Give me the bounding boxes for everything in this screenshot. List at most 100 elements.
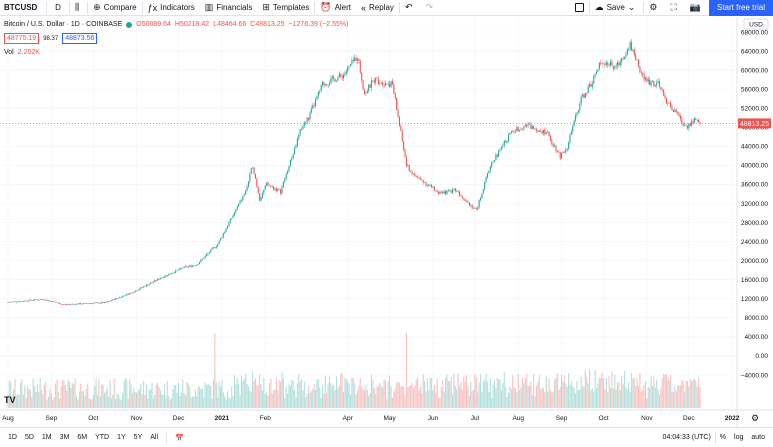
range-button-1d[interactable]: 1D [8, 434, 17, 441]
date-range-button[interactable]: 📅 [171, 434, 188, 442]
volume-bar [326, 392, 328, 408]
undo-button[interactable]: ↶ [400, 0, 421, 16]
volume-bar [545, 376, 547, 408]
volume-bar [440, 387, 442, 408]
candle [380, 81, 382, 85]
time-axis-settings-icon[interactable]: ⚙ [751, 413, 759, 423]
volume-bar [315, 389, 317, 408]
volume-bar [243, 378, 245, 408]
chart-legend: Bitcoin / U.S. Dollar · 1D · COINBASE O5… [4, 20, 348, 58]
save-button[interactable]: ☁ Save ⌄ [590, 0, 644, 16]
alert-label: Alert [334, 3, 352, 12]
candle [204, 255, 206, 259]
range-button-1m[interactable]: 1M [41, 434, 52, 441]
volume-bar [482, 381, 484, 408]
price-tick-label: 36000.00 [741, 182, 768, 189]
range-button-5y[interactable]: 5Y [133, 434, 143, 441]
candle [561, 152, 563, 160]
settings-button[interactable]: ⚙ [644, 0, 665, 16]
volume-bar [618, 382, 620, 408]
volume-bar [238, 383, 240, 408]
range-button-1y[interactable]: 1Y [117, 434, 126, 441]
candle [656, 79, 658, 89]
clock-display[interactable]: 04:04:33 (UTC) [662, 434, 711, 441]
currency-button[interactable]: USD [743, 18, 769, 30]
candle [521, 128, 524, 131]
volume-bar [152, 398, 154, 408]
symbol-title[interactable]: Bitcoin / U.S. Dollar · 1D · COINBASE [4, 21, 123, 28]
volume-bar [411, 382, 413, 408]
candle [288, 165, 290, 173]
candle [38, 299, 40, 301]
volume-bar [176, 392, 178, 408]
volume-bar [625, 387, 627, 408]
candle [341, 74, 343, 81]
replay-button[interactable]: «Replay [356, 0, 399, 16]
volume-bar [219, 386, 222, 408]
volume-bar [661, 378, 663, 408]
candle [134, 290, 136, 293]
compare-button[interactable]: ⊕ Compare [88, 0, 141, 16]
volume-bar [554, 380, 556, 408]
range-button-3m[interactable]: 3M [59, 434, 70, 441]
symbol-search[interactable]: BTCUSD [4, 3, 38, 12]
candle [432, 185, 434, 188]
sell-price-button[interactable]: 48775.19 [4, 33, 40, 44]
volume-bar [345, 378, 347, 408]
candle [354, 54, 356, 62]
volume-bar [292, 381, 294, 408]
volume-bar [660, 387, 662, 408]
time-axis[interactable]: Aug Sep Oct Nov Dec 2021 Feb Apr May Jun Jul Aug Sep… [2, 415, 740, 422]
log-toggle[interactable]: log [734, 434, 744, 441]
volume-bar [41, 389, 43, 408]
volume-bar [510, 389, 512, 408]
buy-price-button[interactable]: 48873.56 [62, 33, 98, 44]
indicators-button[interactable]: ƒx Indicators [143, 0, 200, 16]
volume-bar [407, 387, 409, 408]
range-button-6m[interactable]: 6M [77, 434, 88, 441]
volume-bar [34, 385, 36, 408]
candle [281, 185, 283, 196]
volume-bar [98, 378, 100, 408]
volume-bar [242, 380, 244, 408]
candle [465, 199, 468, 202]
volume-bar [377, 386, 380, 408]
range-button-ytd[interactable]: YTD [95, 434, 110, 441]
volume-bar [52, 399, 54, 408]
redo-button[interactable]: ↷ [420, 0, 441, 16]
volume-bar [438, 397, 440, 408]
fullscreen-button[interactable]: ⛶ [665, 0, 684, 16]
chart-type-button[interactable]: ⫼ [70, 0, 87, 16]
volume-bar [245, 373, 247, 408]
start-trial-button[interactable]: Start free trial [708, 0, 773, 16]
volume-bar [32, 378, 34, 408]
volume-bar [489, 377, 491, 408]
auto-toggle[interactable]: auto [751, 434, 765, 441]
candle [179, 267, 181, 270]
layout-button[interactable] [570, 0, 589, 16]
candle [528, 122, 530, 125]
candle [475, 207, 477, 211]
percent-toggle[interactable]: % [719, 434, 727, 441]
volume-bar [688, 386, 690, 408]
alert-button[interactable]: ⏰ Alert [315, 0, 356, 16]
volume-bar [551, 392, 553, 408]
volume-bar [73, 384, 75, 408]
time-tick-label: Aug [2, 415, 14, 422]
financials-button[interactable]: ▥ Financials [200, 0, 258, 16]
price-chart[interactable]: 68000.00 64000.00 60000.00 56000.00 52000.00… [0, 17, 773, 427]
redo-icon: ↷ [425, 2, 434, 12]
candle [120, 296, 122, 298]
interval-button[interactable]: D [55, 3, 61, 12]
candle [243, 193, 245, 197]
price-tick-label: −4000.00 [741, 372, 769, 379]
snapshot-button[interactable]: 📷 [685, 0, 709, 16]
volume-bar [419, 387, 421, 408]
candle [126, 293, 128, 296]
candle [294, 146, 296, 155]
volume-bar [674, 386, 676, 408]
volume-bar [379, 382, 381, 408]
templates-button[interactable]: ⊞ Templates [257, 0, 314, 16]
range-button-5d[interactable]: 5D [24, 434, 34, 441]
range-button-all[interactable]: All [150, 434, 159, 441]
